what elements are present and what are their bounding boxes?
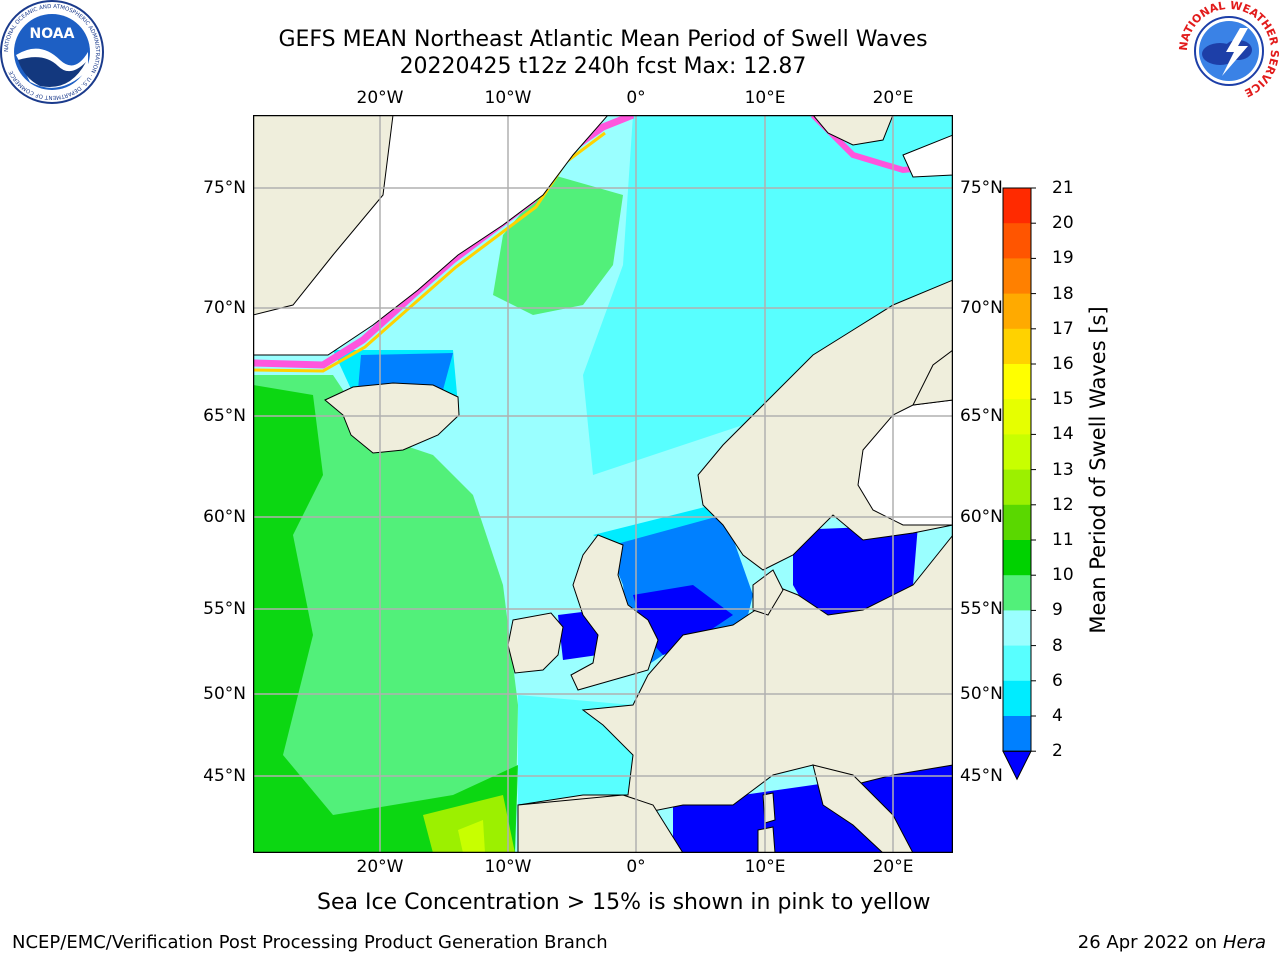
colorbar-segment bbox=[1003, 575, 1031, 611]
bottom-lon-label: 10°E bbox=[744, 857, 786, 877]
field-12-13s bbox=[458, 820, 485, 853]
top-lon-label: 0° bbox=[626, 88, 646, 108]
noaa-logo-text: NOAA bbox=[30, 26, 75, 42]
footer-machine: Hera bbox=[1222, 932, 1266, 953]
top-lon-label: 20°W bbox=[356, 88, 404, 108]
right-lat-label: 75°N bbox=[960, 178, 1003, 198]
colorbar-segment bbox=[1003, 680, 1031, 717]
colorbar-tick-label: 19 bbox=[1052, 248, 1074, 269]
colorbar-tick-label: 11 bbox=[1052, 530, 1074, 550]
chart-title: GEFS MEAN Northeast Atlantic Mean Period… bbox=[278, 27, 928, 52]
sea-ice-note: Sea Ice Concentration > 15% is shown in … bbox=[317, 890, 931, 915]
land-finland bbox=[912, 349, 953, 406]
bottom-lon-label: 0° bbox=[626, 857, 646, 877]
colorbar-segment bbox=[1003, 610, 1031, 647]
top-lon-label: 10°W bbox=[484, 88, 532, 108]
field-6-8s bbox=[583, 115, 953, 475]
colorbar-tick-label: 13 bbox=[1052, 459, 1074, 480]
colorbar-segment bbox=[1003, 188, 1031, 224]
land-iberia bbox=[517, 794, 684, 853]
bottom-lon-label: 20°E bbox=[872, 857, 914, 877]
noaa-logo: NOAA NATIONAL OCEANIC AND ATMOSPHERIC AD… bbox=[0, 0, 104, 104]
footer-date-text: 26 Apr 2022 on bbox=[1077, 932, 1218, 953]
land-denmark bbox=[752, 569, 784, 616]
left-lat-label: 45°N bbox=[203, 766, 246, 786]
colorbar-segment bbox=[1003, 540, 1031, 576]
right-lat-label: 50°N bbox=[960, 684, 1003, 704]
colorbar-segment bbox=[1003, 328, 1031, 365]
field-4-6s-northsea bbox=[593, 505, 723, 545]
bottom-lon-label: 20°W bbox=[356, 857, 404, 877]
colorbar-segment bbox=[1003, 364, 1031, 400]
colorbar-tick-label: 14 bbox=[1052, 424, 1074, 445]
right-lat-label: 65°N bbox=[960, 406, 1003, 426]
right-lat-label: 55°N bbox=[960, 599, 1003, 619]
land-italy bbox=[812, 764, 914, 853]
colorbar-tick-label: 16 bbox=[1052, 354, 1074, 374]
colorbar-segment bbox=[1003, 434, 1031, 471]
colorbar-segment bbox=[1003, 469, 1031, 506]
footer-credit: NCEP/EMC/Verification Post Processing Pr… bbox=[12, 932, 608, 953]
map-frame bbox=[253, 115, 953, 853]
left-lat-label: 65°N bbox=[203, 406, 246, 426]
colorbar-tick-label: 8 bbox=[1052, 635, 1063, 656]
left-lat-label: 60°N bbox=[203, 507, 246, 527]
colorbar-tick-label: 6 bbox=[1052, 670, 1063, 691]
colorbar-segment bbox=[1003, 293, 1031, 330]
left-lat-label: 50°N bbox=[203, 684, 246, 704]
colorbar bbox=[1002, 187, 1036, 781]
colorbar-segment bbox=[1003, 504, 1031, 541]
map-panel bbox=[253, 115, 953, 853]
left-lat-label: 55°N bbox=[203, 599, 246, 619]
right-lat-label: 45°N bbox=[960, 766, 1003, 786]
colorbar-label: Mean Period of Swell Waves [s] bbox=[1086, 306, 1110, 634]
field-9-10s-west bbox=[253, 375, 518, 853]
nws-logo: NATIONAL WEATHER SERVICE bbox=[1178, 0, 1280, 100]
chart-subtitle: 20220425 t12z 240h fcst Max: 12.87 bbox=[399, 54, 807, 79]
colorbar-segment bbox=[1003, 258, 1031, 295]
land-svalbard-east bbox=[902, 134, 953, 178]
colorbar-tick-label: 2 bbox=[1052, 741, 1063, 762]
field-baltic bbox=[793, 525, 918, 620]
field-11-12s bbox=[423, 795, 515, 853]
top-lon-label: 10°E bbox=[744, 88, 786, 108]
colorbar-tick-label: 17 bbox=[1052, 318, 1074, 339]
water-bothnia bbox=[857, 399, 953, 526]
left-lat-label: 75°N bbox=[203, 178, 246, 198]
colorbar-extend-arrow bbox=[1002, 750, 1032, 781]
top-lon-label: 20°E bbox=[872, 88, 914, 108]
left-lat-label: 70°N bbox=[203, 298, 246, 318]
colorbar-segment bbox=[1003, 223, 1031, 259]
colorbar-tick-label: 20 bbox=[1052, 213, 1074, 234]
colorbar-tick-label: 18 bbox=[1052, 283, 1074, 304]
colorbar-tick-label: 21 bbox=[1052, 178, 1074, 198]
right-lat-label: 60°N bbox=[960, 507, 1003, 527]
colorbar-segment bbox=[1003, 645, 1031, 682]
land-svalbard bbox=[812, 115, 894, 146]
bottom-lon-label: 10°W bbox=[484, 857, 532, 877]
gridlines bbox=[253, 115, 953, 853]
land-ireland bbox=[507, 612, 564, 674]
field-irish-sea bbox=[558, 610, 598, 660]
colorbar-segment bbox=[1003, 399, 1031, 435]
footer-date: 26 Apr 2022 on Hera bbox=[1078, 932, 1266, 953]
land-iceland bbox=[324, 382, 460, 454]
land-greenland-coast bbox=[253, 115, 394, 316]
land-sardinia bbox=[757, 826, 776, 853]
colorbar-tick-label: 15 bbox=[1052, 389, 1074, 410]
field-0-2s-northsea bbox=[633, 585, 733, 655]
colorbar-tick-label: 4 bbox=[1052, 706, 1063, 726]
colorbar-tick-label: 9 bbox=[1052, 600, 1063, 621]
colorbar-tick-label: 12 bbox=[1052, 494, 1074, 515]
colorbar-segment bbox=[1003, 716, 1031, 752]
right-lat-label: 70°N bbox=[960, 298, 1003, 318]
colorbar-tick-label: 10 bbox=[1052, 565, 1074, 586]
